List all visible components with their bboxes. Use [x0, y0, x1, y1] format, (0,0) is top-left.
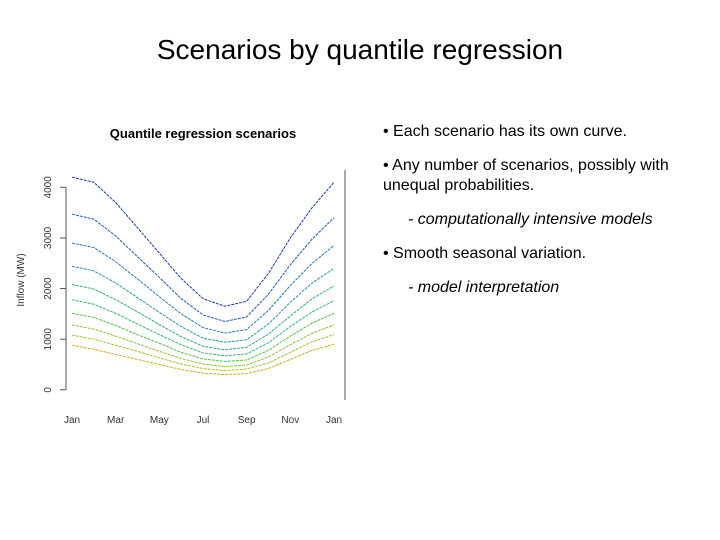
y-axis-label: Inflow (MW) [16, 253, 27, 306]
y-tick-label: 1000 [43, 328, 54, 351]
scenario-line [71, 299, 335, 357]
scenario-line [71, 312, 335, 362]
chart-title: Quantile regression scenarios [110, 126, 296, 141]
bullet: Smooth seasonal variation. - model interp… [383, 244, 713, 298]
scenario-line [71, 343, 335, 376]
scenario-line [71, 176, 335, 307]
x-tick-label: Jan [64, 415, 80, 426]
bullet-text: Each scenario has its own curve. [383, 123, 627, 140]
y-tick-label: 4000 [43, 176, 54, 199]
y-tick-label: 3000 [43, 226, 54, 249]
x-tick-label: Mar [107, 415, 125, 426]
scenario-line [71, 324, 335, 368]
scenario-line [71, 265, 335, 343]
x-tick-label: Jul [197, 415, 210, 426]
y-tick-label: 2000 [43, 277, 54, 300]
x-tick-label: Nov [281, 415, 299, 426]
scenario-line [71, 213, 335, 322]
x-tick-label: Sep [238, 415, 256, 426]
bullet: Each scenario has its own curve. [383, 122, 713, 142]
slide-title: Scenarios by quantile regression [156, 34, 564, 65]
bullet: Any number of scenarios, possibly with u… [383, 156, 713, 230]
scenario-line [71, 284, 335, 351]
x-tick-label: Jan [326, 415, 342, 426]
scenario-line [71, 334, 335, 372]
bullet-text: Any number of scenarios, possibly with u… [383, 157, 669, 194]
sub-bullet: - computationally intensive models [408, 211, 653, 228]
sub-bullet: - model interpretation [408, 279, 560, 296]
scenario-line [71, 242, 335, 334]
chart: Quantile regression scenarios Inflow (MW… [16, 126, 346, 426]
bullet-list: Each scenario has its own curve. Any numb… [383, 122, 713, 312]
y-tick-label: 0 [43, 387, 54, 393]
x-tick-label: May [150, 415, 169, 426]
bullet-text: Smooth seasonal variation. [383, 245, 586, 262]
